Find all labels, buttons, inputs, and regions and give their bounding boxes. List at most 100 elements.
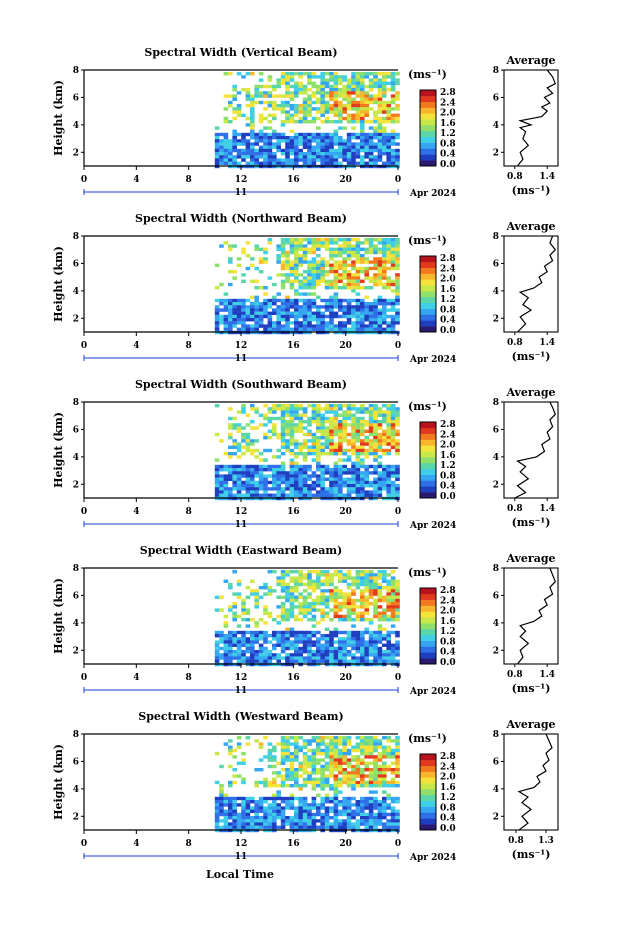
heatmap-cell — [355, 94, 361, 98]
heatmap-cell — [272, 800, 277, 804]
heatmap-cell — [285, 803, 290, 807]
heatmap-cell — [320, 468, 325, 472]
heatmap-cell — [289, 413, 295, 417]
heatmap-cell — [214, 142, 220, 146]
heatmap-cell — [395, 736, 400, 740]
heatmap-cell — [289, 429, 295, 433]
heatmap-cell — [294, 136, 299, 140]
heatmap-cell — [232, 155, 237, 159]
heatmap-cell — [329, 97, 334, 101]
heatmap-cell — [324, 308, 330, 312]
heatmap-cell — [346, 286, 352, 290]
heatmap-cell — [338, 659, 343, 663]
heatmap-cell — [294, 650, 299, 654]
heatmap-cell — [236, 148, 242, 153]
heatmap-cell — [245, 595, 251, 599]
heatmap-cell — [302, 442, 308, 446]
heatmap-cell — [324, 774, 330, 778]
heatmap-cell — [311, 787, 317, 791]
heatmap-cell — [395, 611, 400, 615]
heatmap-cell — [329, 407, 334, 411]
heatmap-cell — [228, 257, 233, 261]
heatmap-cell — [298, 244, 303, 248]
heatmap-cell — [351, 432, 356, 437]
heatmap-cell — [219, 793, 224, 797]
heatmap-cell — [280, 78, 286, 82]
heatmap-cell — [329, 241, 334, 245]
heatmap-cell — [346, 812, 352, 817]
heatmap-cell — [342, 241, 347, 245]
heatmap-cell — [267, 113, 273, 117]
heatmap-cell — [355, 238, 361, 242]
heatmap-cell — [329, 608, 334, 612]
heatmap-cell — [386, 752, 391, 756]
heatmap-cell — [285, 75, 290, 79]
heatmap-cell — [241, 816, 246, 820]
heatmap-cell — [285, 646, 290, 651]
heatmap-cell — [263, 621, 268, 625]
colorbar-tick-label: 0.8 — [440, 637, 456, 647]
heatmap-cell — [307, 107, 312, 111]
heatmap-cell — [360, 618, 365, 622]
heatmap-cell — [355, 445, 361, 449]
heatmap-cell — [289, 493, 295, 497]
heatmap-cell — [382, 84, 387, 89]
heatmap-cell — [360, 72, 365, 76]
heatmap-cell — [342, 643, 347, 647]
colorbar-segment — [420, 439, 436, 446]
average-y-tick-label: 2 — [493, 812, 499, 822]
heatmap-cell — [351, 107, 356, 111]
heatmap-cell — [294, 646, 299, 651]
heatmap-cell — [346, 81, 352, 85]
heatmap-cell — [302, 640, 308, 644]
heatmap-cell — [307, 640, 312, 644]
heatmap-cell — [241, 471, 246, 475]
heatmap-cell — [307, 423, 312, 427]
heatmap-cell — [338, 739, 343, 743]
heatmap-cell — [355, 292, 361, 296]
colorbar-tick-label: 1.6 — [440, 617, 456, 627]
heatmap-cell — [311, 298, 317, 303]
heatmap-cell — [228, 474, 233, 478]
heatmap-cell — [316, 436, 321, 440]
heatmap-cell — [368, 107, 374, 111]
heatmap-cell — [316, 263, 321, 267]
heatmap-cell — [382, 327, 387, 331]
heatmap-cell — [272, 468, 277, 472]
heatmap-cell — [373, 455, 378, 459]
heatmap-cell — [250, 318, 255, 322]
heatmap-cell — [263, 800, 268, 804]
heatmap-cell — [294, 302, 299, 306]
heatmap-cell — [236, 484, 242, 488]
heatmap-cell — [373, 142, 378, 146]
average-y-tick-label: 8 — [493, 564, 499, 574]
heatmap-cell — [386, 439, 391, 443]
heatmap-cell — [272, 324, 277, 328]
heatmap-cell — [333, 132, 339, 137]
heatmap-cell — [294, 72, 299, 76]
heatmap-cell — [241, 75, 246, 79]
heatmap-cell — [390, 158, 396, 162]
heatmap-cell — [311, 570, 317, 574]
heatmap-cell — [311, 305, 317, 309]
heatmap-cell — [320, 598, 325, 603]
heatmap-cell — [223, 643, 229, 647]
date-suffix: Apr 2024 — [409, 189, 456, 199]
heatmap-cell — [245, 656, 251, 660]
heatmap-cell — [324, 104, 330, 108]
heatmap-cell — [250, 822, 255, 826]
heatmap-cell — [236, 816, 242, 820]
heatmap-cell — [329, 145, 334, 149]
heatmap-cell — [280, 780, 286, 785]
heatmap-cell — [368, 324, 374, 328]
heatmap-cell — [377, 257, 383, 261]
heatmap-cell — [258, 116, 264, 121]
heatmap-cell — [320, 445, 325, 449]
colorbar-tick-label: 0.8 — [440, 305, 456, 315]
heatmap-cell — [280, 471, 286, 475]
heatmap-cell — [395, 634, 400, 638]
heatmap-cell — [338, 244, 343, 248]
heatmap-cell — [294, 324, 299, 328]
heatmap-cell — [214, 800, 220, 804]
heatmap-cell — [324, 784, 330, 788]
